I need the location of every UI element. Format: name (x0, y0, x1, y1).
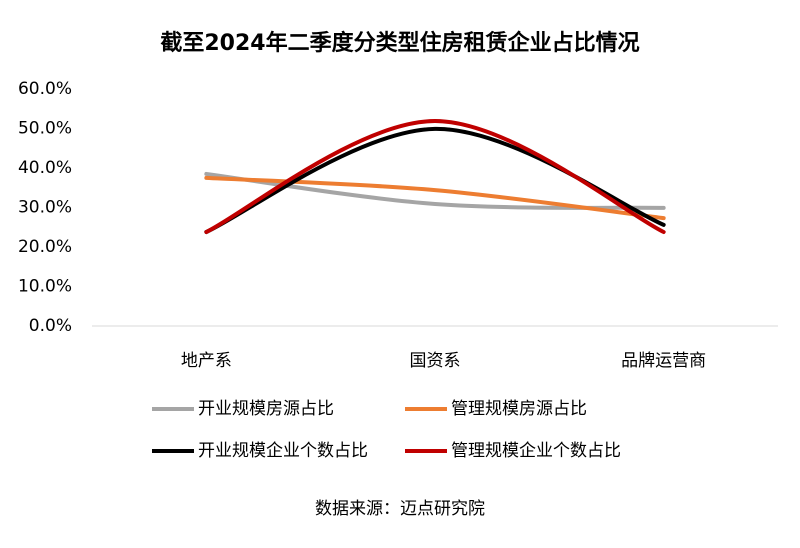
y-tick-label: 10.0% (18, 277, 72, 297)
chart-title: 截至2024年二季度分类型住房租赁企业占比情况 (160, 30, 639, 56)
series-line (204, 175, 666, 221)
y-tick-label: 20.0% (18, 237, 72, 257)
x-tick-label: 品牌运营商 (621, 351, 706, 371)
y-tick-label: 50.0% (18, 119, 72, 139)
y-tick-label: 60.0% (18, 79, 72, 99)
series-line (204, 118, 666, 234)
legend-label: 开业规模企业个数占比 (198, 441, 368, 461)
y-tick-label: 0.0% (29, 316, 72, 336)
series-line (204, 126, 666, 234)
legend-label: 管理规模企业个数占比 (451, 441, 621, 461)
legend-label: 管理规模房源占比 (451, 399, 587, 419)
x-tick-label: 地产系 (181, 351, 232, 371)
y-tick-label: 40.0% (18, 158, 72, 178)
legend-label: 开业规模房源占比 (198, 399, 334, 419)
x-tick-label: 国资系 (410, 351, 461, 371)
y-tick-label: 30.0% (18, 198, 72, 218)
source-note: 数据来源：迈点研究院 (315, 499, 485, 519)
